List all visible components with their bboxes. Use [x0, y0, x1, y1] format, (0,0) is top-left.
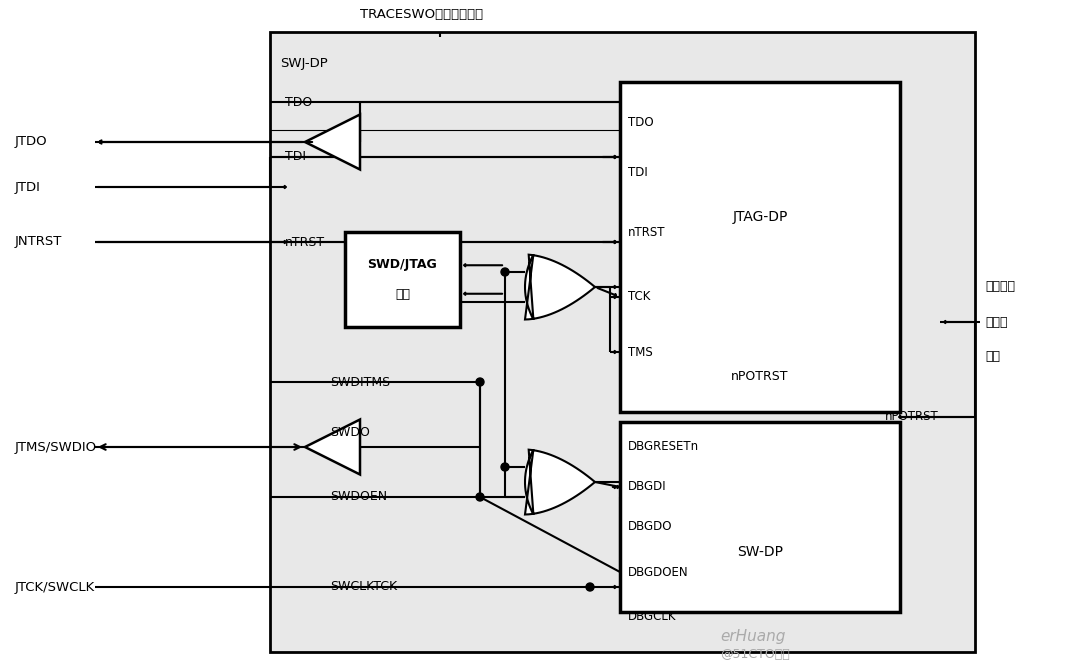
Text: 切换: 切换 [395, 288, 410, 301]
Text: SW-DP: SW-DP [737, 545, 783, 559]
Text: DBGDOEN: DBGDOEN [627, 566, 689, 578]
Circle shape [501, 463, 509, 471]
Text: TRACESWO（同步跟踪）: TRACESWO（同步跟踪） [360, 7, 483, 21]
Text: SWD/JTAG: SWD/JTAG [367, 258, 437, 271]
Text: SWDOEN: SWDOEN [330, 490, 387, 504]
Text: SWDO: SWDO [330, 426, 369, 438]
Bar [620, 82, 900, 412]
Polygon shape [525, 450, 595, 514]
Text: JTDO: JTDO [15, 135, 48, 149]
Text: SWDITMS: SWDITMS [330, 376, 390, 388]
Text: JTCK/SWCLK: JTCK/SWCLK [15, 580, 95, 594]
Circle shape [586, 583, 594, 591]
Text: TDO: TDO [627, 115, 653, 129]
Text: TMS: TMS [627, 346, 652, 358]
Text: DBGDO: DBGDO [627, 520, 673, 534]
Bar [620, 422, 900, 612]
Text: 的复位: 的复位 [985, 315, 1008, 329]
Text: nPOTRST: nPOTRST [731, 370, 788, 384]
Polygon shape [305, 115, 360, 169]
Text: DBGDI: DBGDI [627, 480, 666, 494]
Polygon shape [525, 255, 595, 319]
Text: JNTRST: JNTRST [15, 235, 63, 249]
Text: TDO: TDO [285, 95, 312, 109]
Text: JTDI: JTDI [15, 181, 41, 193]
Circle shape [476, 493, 484, 501]
Text: TCK: TCK [627, 291, 650, 303]
Bar [345, 232, 460, 327]
Text: TDI: TDI [627, 165, 648, 179]
Text: erHuang: erHuang [720, 630, 785, 644]
Circle shape [476, 378, 484, 386]
Text: TDI: TDI [285, 151, 306, 163]
Text: SWJ-DP: SWJ-DP [280, 57, 327, 71]
Text: nPOTRST: nPOTRST [885, 410, 939, 424]
Circle shape [501, 268, 509, 276]
Text: JTMS/SWDIO: JTMS/SWDIO [15, 440, 97, 454]
Text: 信号: 信号 [985, 350, 1000, 364]
Text: DBGRESETn: DBGRESETn [627, 440, 699, 454]
Text: @51CTO博客: @51CTO博客 [720, 648, 789, 662]
Text: SWCLKTCK: SWCLKTCK [330, 580, 397, 594]
Bar [270, 32, 975, 652]
Text: DBGCLK: DBGCLK [627, 610, 676, 624]
Text: nTRST: nTRST [627, 225, 665, 239]
Text: nTRST: nTRST [285, 235, 325, 249]
Text: 来自上电: 来自上电 [985, 281, 1015, 293]
Text: JTAG-DP: JTAG-DP [732, 210, 787, 224]
Polygon shape [305, 420, 360, 474]
